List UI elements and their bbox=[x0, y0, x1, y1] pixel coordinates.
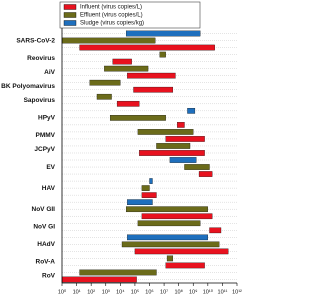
range-bar bbox=[79, 44, 215, 51]
range-bar bbox=[116, 100, 140, 107]
range-bar bbox=[159, 51, 166, 58]
legend-label: Influent (virus copies/L) bbox=[80, 5, 142, 11]
legend-swatch bbox=[63, 12, 77, 18]
x-tick-label: 10⁷ bbox=[160, 288, 168, 295]
x-tick-label: 10¹ bbox=[73, 289, 81, 295]
category-label: NoV GI bbox=[33, 223, 55, 230]
range-bar bbox=[184, 164, 210, 170]
legend-box bbox=[59, 1, 201, 29]
range-bar bbox=[89, 79, 121, 86]
range-bar bbox=[198, 171, 213, 177]
x-tick-label: 10¹¹ bbox=[218, 289, 228, 295]
range-bar bbox=[127, 234, 208, 241]
category-label: Sapovirus bbox=[24, 97, 56, 104]
category-label: PMMV bbox=[36, 132, 56, 139]
x-tick-label: 10³ bbox=[102, 289, 110, 295]
category-label: HAdV bbox=[37, 241, 55, 248]
range-bar bbox=[141, 192, 157, 198]
range-bar bbox=[125, 30, 201, 37]
range-bar bbox=[177, 122, 185, 128]
x-tick-label: 10⁶ bbox=[145, 288, 153, 295]
range-bar bbox=[156, 143, 191, 149]
category-label: HPyV bbox=[38, 115, 56, 122]
range-bar bbox=[166, 255, 174, 262]
range-bar bbox=[149, 178, 153, 184]
range-bar bbox=[141, 213, 213, 220]
category-label: AiV bbox=[44, 69, 56, 76]
x-tick-label: 10⁴ bbox=[116, 288, 125, 295]
category-label: JCPyV bbox=[34, 146, 55, 153]
x-tick-label: 10⁸ bbox=[174, 288, 182, 295]
category-label: HAV bbox=[42, 185, 56, 192]
category-label: RoV-A bbox=[36, 259, 56, 266]
range-bar bbox=[127, 72, 176, 79]
category-label: Reovirus bbox=[27, 55, 55, 62]
range-bar bbox=[127, 199, 153, 206]
x-tick-label: 10¹² bbox=[232, 289, 242, 295]
legend-label: Effluent (virus copies/L) bbox=[80, 13, 143, 19]
range-bar bbox=[169, 157, 197, 163]
category-label: EV bbox=[46, 164, 55, 171]
range-bar bbox=[134, 248, 229, 255]
x-tick-label: 10¹⁰ bbox=[203, 288, 214, 295]
x-tick-label: 10⁵ bbox=[131, 288, 139, 295]
range-bar bbox=[139, 150, 205, 156]
legend-label: Sludge (virus copies/kg) bbox=[80, 21, 144, 27]
range-bar bbox=[112, 58, 132, 65]
x-tick-label: 10⁰ bbox=[58, 288, 67, 295]
category-label: NoV GII bbox=[32, 206, 56, 213]
range-bar bbox=[79, 269, 157, 276]
range-bar bbox=[137, 129, 194, 135]
category-label: SARS-CoV-2 bbox=[16, 37, 55, 44]
range-bar bbox=[125, 206, 208, 213]
range-bar bbox=[61, 276, 137, 283]
legend-swatch bbox=[63, 20, 77, 26]
chart: Influent (virus copies/L) Effluent (virus… bbox=[1, 1, 242, 295]
range-bar bbox=[96, 93, 112, 100]
x-tick-label: 10⁹ bbox=[189, 288, 197, 295]
category-label: RoV bbox=[42, 273, 56, 280]
range-bar bbox=[61, 37, 156, 44]
range-bar bbox=[121, 241, 220, 248]
range-bar bbox=[133, 86, 174, 93]
range-bar bbox=[187, 107, 196, 114]
category-label: BK Polyomavirus bbox=[1, 83, 55, 90]
range-bar bbox=[141, 185, 150, 191]
range-bar bbox=[104, 65, 149, 72]
x-tick-label: 10² bbox=[87, 289, 95, 295]
legend-swatch bbox=[63, 4, 77, 10]
range-bar bbox=[165, 262, 205, 269]
range-bar bbox=[137, 220, 201, 227]
range-bar bbox=[109, 115, 166, 121]
range-bar bbox=[165, 136, 205, 142]
range-bar bbox=[209, 227, 222, 234]
